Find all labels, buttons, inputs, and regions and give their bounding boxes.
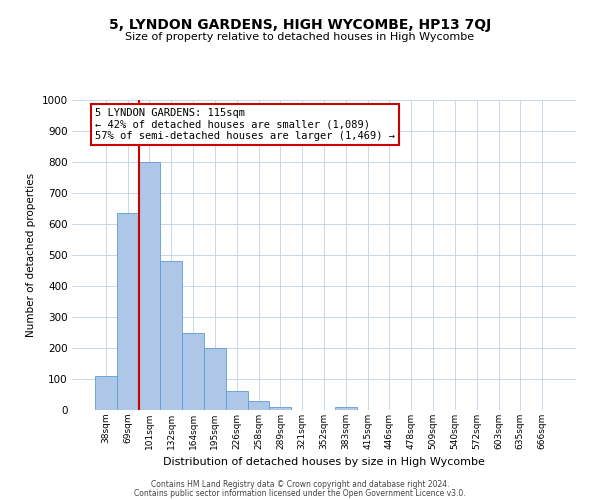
- Text: Contains HM Land Registry data © Crown copyright and database right 2024.: Contains HM Land Registry data © Crown c…: [151, 480, 449, 489]
- Bar: [95, 376, 117, 410]
- Bar: [204, 348, 226, 410]
- Bar: [139, 162, 160, 410]
- Bar: [160, 261, 182, 410]
- Y-axis label: Number of detached properties: Number of detached properties: [26, 173, 36, 337]
- Bar: [248, 402, 269, 410]
- Text: 5, LYNDON GARDENS, HIGH WYCOMBE, HP13 7QJ: 5, LYNDON GARDENS, HIGH WYCOMBE, HP13 7Q…: [109, 18, 491, 32]
- Text: 5 LYNDON GARDENS: 115sqm
← 42% of detached houses are smaller (1,089)
57% of sem: 5 LYNDON GARDENS: 115sqm ← 42% of detach…: [95, 108, 395, 141]
- Text: Size of property relative to detached houses in High Wycombe: Size of property relative to detached ho…: [125, 32, 475, 42]
- X-axis label: Distribution of detached houses by size in High Wycombe: Distribution of detached houses by size …: [163, 458, 485, 468]
- Bar: [269, 407, 291, 410]
- Text: Contains public sector information licensed under the Open Government Licence v3: Contains public sector information licen…: [134, 488, 466, 498]
- Bar: [117, 213, 139, 410]
- Bar: [182, 332, 204, 410]
- Bar: [226, 392, 248, 410]
- Bar: [335, 407, 357, 410]
